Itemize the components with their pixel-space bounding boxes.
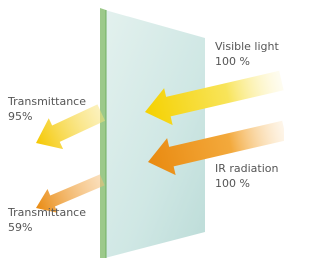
visible-light-value: 100 %: [215, 55, 250, 68]
ir-radiation-value: 100 %: [215, 177, 250, 190]
diagram: Visible light 100 % Transmittance 95% IR…: [0, 0, 284, 259]
glass-edge: [100, 8, 106, 258]
ir-radiation-label: IR radiation: [215, 162, 279, 175]
transmittance-value: 95%: [8, 110, 32, 123]
visible-light-label: Visible light: [215, 40, 279, 53]
glass-pane: [105, 10, 205, 258]
transmittance-label: Transmittance: [7, 95, 86, 108]
transmittance-label: Transmittance: [7, 206, 86, 219]
transmittance-value: 59%: [8, 221, 32, 234]
